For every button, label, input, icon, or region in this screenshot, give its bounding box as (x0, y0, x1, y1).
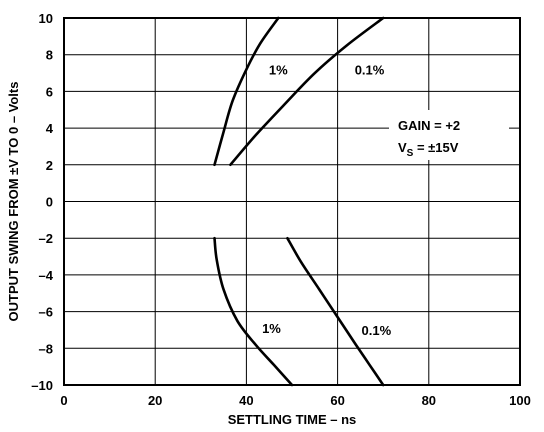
y-tick-label: 8 (46, 48, 53, 63)
x-tick-label: 40 (239, 393, 253, 408)
series-label-1: 1% (269, 62, 288, 77)
y-tick-label: –4 (39, 268, 54, 283)
y-tick-label: 0 (46, 195, 53, 210)
y-tick-label: –10 (31, 378, 53, 393)
y-tick-label: –6 (39, 305, 53, 320)
series-line-3 (213, 236, 294, 387)
series-label-4: 0.1% (362, 323, 392, 338)
y-tick-label: 6 (46, 84, 53, 99)
series-labels: 1% 0.1% 1% 0.1% (258, 59, 398, 340)
series-line-4 (286, 236, 385, 387)
series-label-background (348, 59, 391, 80)
curves (213, 16, 385, 387)
y-axis-title: OUTPUT SWING FROM ±V TO 0 – Volts (6, 82, 21, 322)
annotation-supply: VS = ±15V (398, 140, 459, 159)
series-label-background (258, 318, 285, 339)
x-axis-ticks: 0 20 40 60 80 100 (60, 393, 530, 408)
x-tick-label: 60 (330, 393, 344, 408)
x-tick-label: 100 (509, 393, 531, 408)
series-label-2: 0.1% (355, 62, 385, 77)
plot-frame (63, 17, 521, 386)
y-tick-label: –2 (39, 231, 53, 246)
x-tick-label: 20 (148, 393, 162, 408)
annotation-background (389, 110, 509, 160)
series-line-2 (229, 16, 385, 167)
grid (63, 17, 521, 386)
x-tick-label: 80 (422, 393, 436, 408)
x-tick-label: 0 (60, 393, 67, 408)
series-label-background (355, 319, 398, 340)
series-label-background (265, 59, 292, 80)
y-tick-label: 4 (46, 121, 54, 136)
annotation-gain: GAIN = +2 (398, 118, 460, 133)
y-axis-ticks: 10 8 6 4 2 0 –2 –4 –6 –8 –10 (31, 11, 53, 393)
series-line-1 (213, 16, 280, 167)
y-tick-label: 2 (46, 158, 53, 173)
x-axis-title: SETTLING TIME – ns (228, 412, 357, 427)
y-tick-label: 10 (39, 11, 53, 26)
y-tick-label: –8 (39, 341, 53, 356)
series-label-3: 1% (262, 321, 281, 336)
annotation-box: GAIN = +2 VS = ±15V (389, 110, 509, 160)
